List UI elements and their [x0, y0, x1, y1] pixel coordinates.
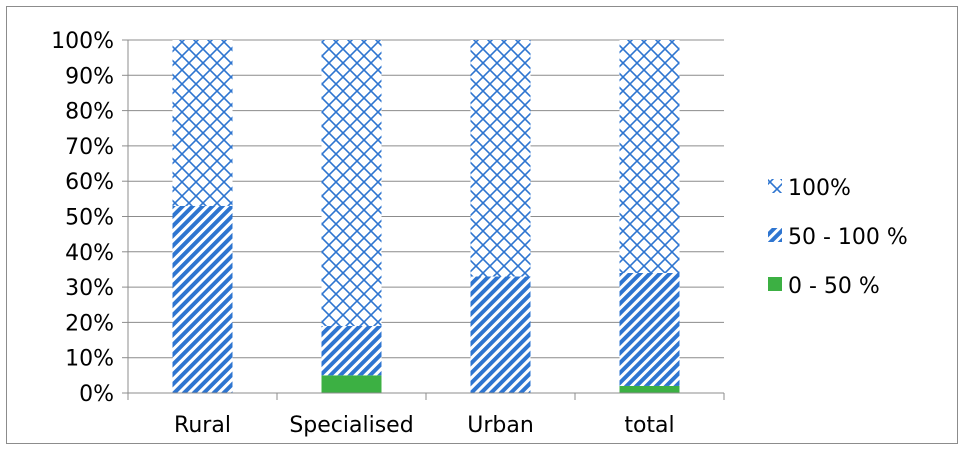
x-tick-label: total — [624, 413, 674, 438]
x-tick-label: Urban — [467, 413, 534, 438]
x-tick-label: Specialised — [289, 413, 413, 438]
x-tick-label: Rural — [174, 413, 231, 438]
legend-swatch-0 — [768, 277, 782, 291]
bar-rural-series-2 — [172, 40, 233, 206]
legend-label: 0 - 50 % — [788, 274, 880, 299]
y-tick-label: 0% — [79, 382, 114, 407]
y-tick-label: 50% — [65, 206, 114, 231]
legend: 100% 50 - 100 % 0 - 50 % — [768, 176, 908, 299]
bars — [172, 40, 680, 393]
y-tick-label: 60% — [65, 170, 114, 195]
axes: 0% 10% 20% 30% 40% 50% 60% 70% 80% 90% 100% Rural Sp… — [51, 29, 725, 438]
bar-specialised-series-1 — [321, 325, 382, 376]
bar-urban-series-1 — [470, 276, 531, 393]
y-tick-label: 10% — [65, 347, 114, 372]
y-tick-label: 30% — [65, 276, 114, 301]
bar-specialised-series-0 — [321, 375, 382, 393]
legend-label: 100% — [788, 176, 851, 201]
legend-label: 50 - 100 % — [788, 225, 908, 250]
y-tick-label: 20% — [65, 311, 114, 336]
legend-swatch-1 — [768, 228, 782, 242]
y-tick-label: 80% — [65, 100, 114, 125]
y-tick-label: 100% — [51, 29, 114, 54]
bar-specialised-series-2 — [321, 40, 382, 326]
legend-swatch-2 — [768, 179, 782, 193]
bar-total-series-2 — [619, 40, 680, 273]
y-tick-label: 90% — [65, 64, 114, 89]
bar-rural-series-1 — [172, 205, 233, 393]
y-tick-label: 40% — [65, 241, 114, 266]
y-tick-label: 70% — [65, 135, 114, 160]
bar-total-series-1 — [619, 272, 680, 386]
bar-urban-series-2 — [470, 40, 531, 277]
bar-total-series-0 — [619, 385, 680, 393]
